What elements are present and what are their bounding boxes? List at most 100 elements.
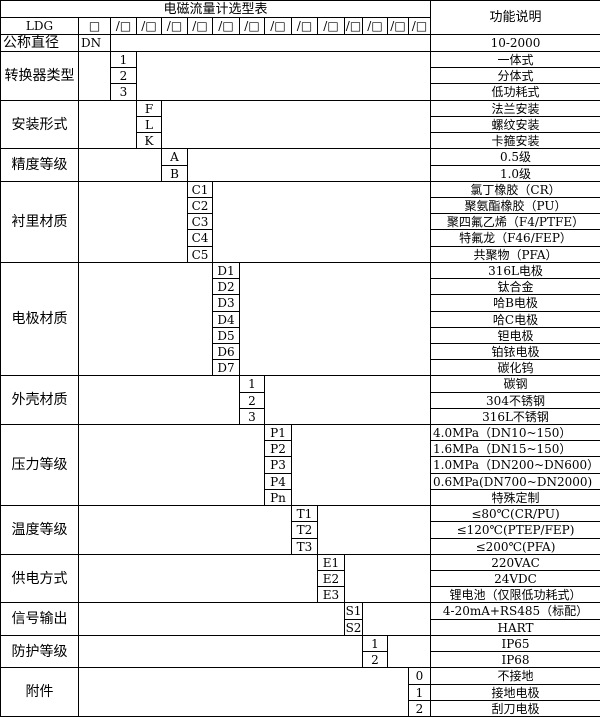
option-description: 1.0级 xyxy=(430,165,600,182)
option-code: E3 xyxy=(317,586,345,603)
option-code: D7 xyxy=(212,359,240,376)
empty-cell xyxy=(187,148,431,182)
option-code: S1 xyxy=(344,602,363,620)
option-description: IP65 xyxy=(430,635,600,652)
empty-cell xyxy=(362,602,431,636)
option-code: Pn xyxy=(264,489,292,506)
option-code: A xyxy=(161,148,188,166)
option-description: 哈C电极 xyxy=(430,311,600,328)
model-option-box: /□ xyxy=(387,17,409,35)
section-label: 电极材质 xyxy=(0,262,79,376)
option-code: 3 xyxy=(110,83,137,101)
empty-cell xyxy=(78,635,363,668)
option-description: 不接地 xyxy=(430,667,600,685)
option-description: 316L电极 xyxy=(430,262,600,279)
nominal-diameter-description: 10-2000 xyxy=(430,34,600,52)
option-code: T1 xyxy=(291,505,318,522)
option-code: 1 xyxy=(110,51,137,68)
option-description: 碳化钨 xyxy=(430,359,600,376)
model-option-box: /□ xyxy=(344,17,363,35)
model-option-box: /□ xyxy=(110,17,137,35)
option-description: 哈B电极 xyxy=(430,294,600,312)
option-description: 氯丁橡胶（CR） xyxy=(430,181,600,198)
nominal-diameter-code: DN xyxy=(78,34,111,52)
option-description: 316L不锈钢 xyxy=(430,408,600,425)
option-code: P1 xyxy=(264,424,292,441)
empty-cell xyxy=(136,51,431,101)
empty-cell xyxy=(110,34,431,52)
option-description: 1.6MPa（DN15~150） xyxy=(430,440,600,457)
option-code: D5 xyxy=(212,327,240,344)
empty-cell xyxy=(239,262,431,376)
option-code: S2 xyxy=(344,619,363,636)
option-code: P4 xyxy=(264,473,292,490)
option-code: C1 xyxy=(187,181,213,198)
section-label: 附件 xyxy=(0,667,79,717)
model-option-box: /□ xyxy=(212,17,240,35)
model-option-box: /□ xyxy=(408,17,431,35)
empty-cell xyxy=(78,148,162,182)
option-code: P2 xyxy=(264,440,292,457)
option-code: C3 xyxy=(187,213,213,230)
option-code: D3 xyxy=(212,294,240,312)
option-code: E1 xyxy=(317,554,345,571)
option-code: 1 xyxy=(239,375,265,393)
section-label: 信号输出 xyxy=(0,602,79,636)
empty-cell xyxy=(387,635,431,668)
empty-cell xyxy=(78,667,409,717)
option-code: P3 xyxy=(264,456,292,474)
section-label: 转换器类型 xyxy=(0,51,79,101)
option-code: L xyxy=(136,116,162,133)
model-option-box: /□ xyxy=(161,17,188,35)
option-description: 卡箍安装 xyxy=(430,132,600,149)
section-label: 供电方式 xyxy=(0,554,79,603)
option-description: 刮刀电极 xyxy=(430,700,600,717)
option-code: C2 xyxy=(187,197,213,214)
empty-cell xyxy=(291,424,431,506)
option-description: 0.5级 xyxy=(430,148,600,166)
option-description: 分体式 xyxy=(430,67,600,84)
option-code: C5 xyxy=(187,246,213,263)
section-label: 防护等级 xyxy=(0,635,79,668)
option-code: 0 xyxy=(408,667,431,685)
section-label: 外壳材质 xyxy=(0,375,79,425)
option-code: E2 xyxy=(317,570,345,587)
option-description: 共聚物（PFA） xyxy=(430,246,600,263)
option-description: ≤200℃(PFA) xyxy=(430,538,600,555)
model-option-box: /□ xyxy=(291,17,318,35)
option-description: 一体式 xyxy=(430,51,600,68)
option-code: 1 xyxy=(362,635,388,652)
option-description: 接地电极 xyxy=(430,684,600,701)
option-description: ≤80℃(CR/PU) xyxy=(430,505,600,522)
model-option-box: /□ xyxy=(264,17,292,35)
option-description: 特殊定制 xyxy=(430,489,600,506)
empty-cell xyxy=(78,505,292,555)
option-description: 24VDC xyxy=(430,570,600,587)
option-description: 钽电极 xyxy=(430,327,600,344)
option-description: 304不锈钢 xyxy=(430,392,600,409)
model-option-box: /□ xyxy=(239,17,265,35)
option-code: 1 xyxy=(408,684,431,701)
empty-cell xyxy=(161,100,431,149)
empty-cell xyxy=(78,375,240,425)
option-description: 法兰安装 xyxy=(430,100,600,117)
option-description: HART xyxy=(430,619,600,636)
option-code: 2 xyxy=(362,651,388,668)
section-label: 安装形式 xyxy=(0,100,79,149)
option-code: 3 xyxy=(239,408,265,425)
option-description: 螺纹安装 xyxy=(430,116,600,133)
option-description: 聚四氟乙烯（F4/PTFE） xyxy=(430,213,600,230)
option-description: ≤120℃(PTEP/FEP) xyxy=(430,521,600,539)
empty-cell xyxy=(344,554,431,603)
empty-cell xyxy=(264,375,431,425)
nominal-diameter-label: 公称直径 xyxy=(0,34,79,52)
empty-cell xyxy=(78,262,213,376)
option-description: 碳钢 xyxy=(430,375,600,393)
option-code: C4 xyxy=(187,229,213,247)
empty-cell xyxy=(78,51,111,101)
empty-cell xyxy=(78,424,265,506)
option-description: 低功耗式 xyxy=(430,83,600,101)
option-description: 聚氨酯橡胶（PU） xyxy=(430,197,600,214)
option-code: D1 xyxy=(212,262,240,279)
option-code: 2 xyxy=(408,700,431,717)
